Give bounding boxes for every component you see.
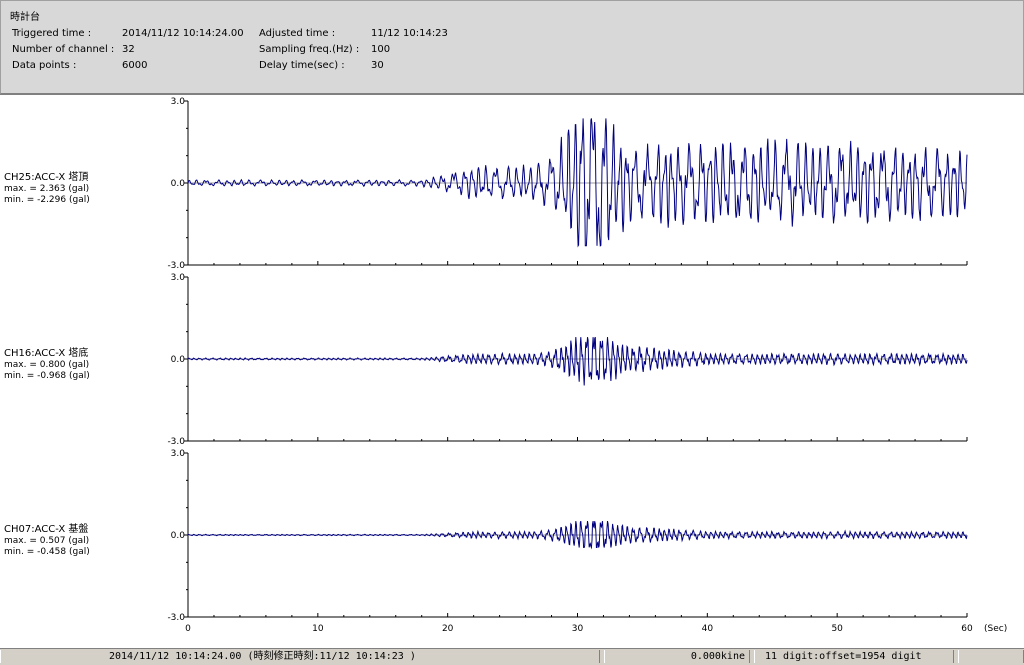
x-tick-label: 50 [831,624,843,634]
channel-name-label: CH07:ACC-X 基盤 [4,522,88,535]
delay-time-label: Delay time(sec) : [259,60,345,71]
y-tick-label: 0.0 [171,179,186,189]
delay-time-value: 30 [371,60,384,71]
waveform-line [187,520,968,550]
y-tick-label: -3.0 [167,261,185,271]
status-empty-cell [958,650,1024,663]
x-tick-label: 10 [312,624,324,634]
adjusted-time-label: Adjusted time : [259,28,336,39]
sampling-freq-value: 100 [371,44,391,55]
x-tick-label: 60 [961,624,973,634]
status-time-cell: 2014/11/12 10:14:24.00 (時刻修正時刻:11/12 10:… [0,650,600,663]
channel-max-label: max. = 0.507 (gal) [4,536,89,546]
sampling-freq-label: Sampling freq.(Hz) : [259,44,360,55]
x-tick-label: 0 [185,624,191,634]
channel-min-label: min. = -2.296 (gal) [4,195,90,205]
record-info-header: 時計台 Triggered time : 2014/11/12 10:14:24… [0,0,1024,94]
status-kine-cell: 0.000kine [604,650,750,663]
status-kine-text: 0.000kine [690,651,745,662]
station-title: 時計台 [10,12,40,23]
y-tick-label: 0.0 [171,531,186,541]
x-tick-label: 20 [442,624,454,634]
channel-max-label: max. = 0.800 (gal) [4,360,89,370]
x-axis-unit-label: (Sec) [984,624,1007,634]
data-points-value: 6000 [122,60,148,71]
y-tick-label: 0.0 [171,355,186,365]
status-bar: 2014/11/12 10:14:24.00 (時刻修正時刻:11/12 10:… [0,648,1024,665]
channel-name-label: CH16:ACC-X 塔底 [4,346,88,359]
status-digit-text: 11 digit:offset=1954 digit [765,651,922,662]
triggered-time-label: Triggered time : [12,28,92,39]
triggered-time-value: 2014/11/12 10:14:24.00 [122,28,244,39]
y-tick-label: 3.0 [171,273,186,283]
waveform-plot-area: 3.0 0.0 -3.0 CH25:ACC-X 塔頂 max. = 2.363 (gal… [0,94,1024,649]
adjusted-time-value: 11/12 10:14:23 [371,28,448,39]
channel-name-label: CH25:ACC-X 塔頂 [4,170,88,183]
y-tick-label: 3.0 [171,97,186,107]
status-time-text: 2014/11/12 10:14:24.00 (時刻修正時刻:11/12 10:… [109,651,416,662]
data-points-label: Data points : [12,60,77,71]
waveform-line [187,336,968,386]
status-digit-cell: 11 digit:offset=1954 digit [754,650,954,663]
channel-min-label: min. = -0.458 (gal) [4,547,90,557]
y-tick-label: -3.0 [167,613,185,623]
channel-count-value: 32 [122,44,135,55]
x-tick-label: 30 [572,624,584,634]
channel-max-label: max. = 2.363 (gal) [4,184,89,194]
channel-count-label: Number of channel : [12,44,115,55]
x-tick-label: 40 [702,624,714,634]
y-tick-label: -3.0 [167,437,185,447]
waveform-line [187,118,968,248]
channel-min-label: min. = -0.968 (gal) [4,371,90,381]
y-tick-label: 3.0 [171,449,186,459]
